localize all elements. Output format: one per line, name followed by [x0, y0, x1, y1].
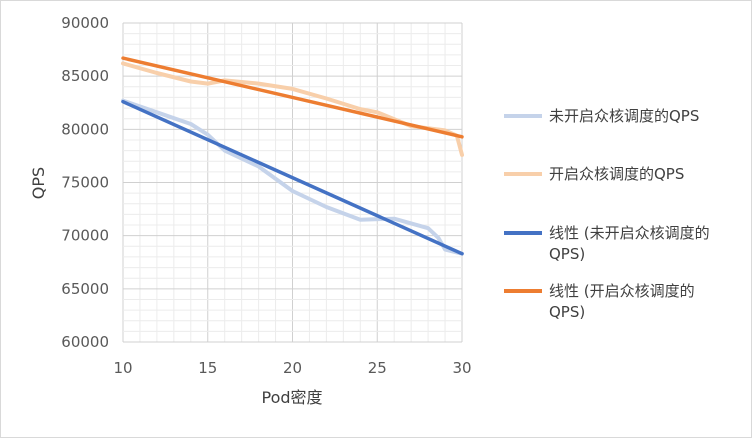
series-line-2: [121, 61, 464, 157]
legend: 未开启众核调度的QPS 开启众核调度的QPS 线性 (未开启众核调度的 QPS) 线性 …: [504, 107, 710, 321]
x-tick-label: 30: [452, 359, 471, 377]
y-tick-label: 80000: [61, 120, 109, 138]
y-tick-label: 60000: [61, 333, 109, 351]
y-tick-label: 75000: [61, 174, 109, 192]
legend-label: 线性 (开启众核调度的: [549, 282, 695, 300]
legend-label: 开启众核调度的QPS: [549, 165, 684, 183]
x-tick-label: 20: [283, 359, 302, 377]
series-line-1: [121, 98, 464, 256]
legend-label: 线性 (未开启众核调度的: [549, 224, 710, 242]
legend-label: QPS): [549, 245, 585, 263]
x-tick-label: 25: [368, 359, 387, 377]
y-tick-label: 90000: [61, 14, 109, 32]
x-tick-label: 10: [113, 359, 132, 377]
series-line-4: [121, 56, 464, 139]
legend-label: 未开启众核调度的QPS: [549, 107, 699, 125]
tick-labels: 10 15 20 25 30 60000 65000 70000 75000 80000 85000…: [61, 14, 471, 377]
y-axis-title: QPS: [29, 167, 48, 199]
series-layer: [121, 56, 464, 256]
x-tick-label: 15: [198, 359, 217, 377]
y-tick-label: 70000: [61, 227, 109, 245]
series-line-3: [121, 99, 464, 256]
y-tick-label: 65000: [61, 280, 109, 298]
y-tick-label: 85000: [61, 67, 109, 85]
x-axis-title: Pod密度: [261, 388, 322, 407]
legend-label: QPS): [549, 303, 585, 321]
